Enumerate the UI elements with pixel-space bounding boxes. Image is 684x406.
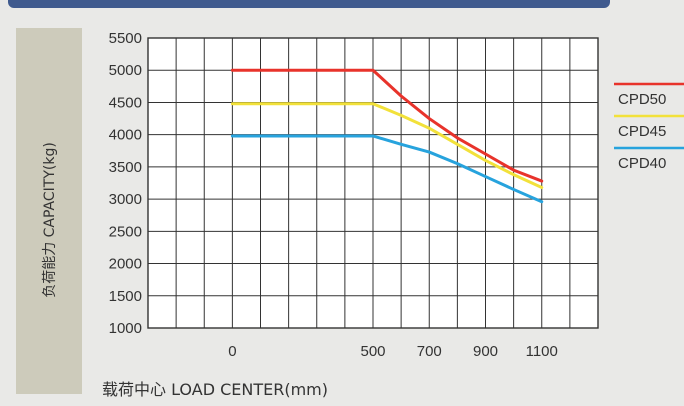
series-line-cpd45 — [230, 102, 544, 190]
y-tick-label: 2000 — [109, 256, 142, 273]
y-tick-label: 3000 — [109, 191, 142, 208]
y-axis-label-panel — [16, 28, 82, 394]
y-tick-label: 4000 — [109, 127, 142, 144]
x-tick-label: 500 — [360, 343, 385, 360]
series-lines — [230, 68, 544, 204]
y-tick-label: 5500 — [109, 30, 142, 47]
plot-border — [147, 37, 599, 329]
axes: 1000150020002500300035004000450050005500… — [109, 30, 599, 360]
legend-label-cpd50: CPD50 — [618, 91, 666, 108]
y-tick-label: 1000 — [109, 320, 142, 337]
legend-label-cpd40: CPD40 — [618, 155, 666, 172]
legend: CPD50 CPD45 CPD40 — [614, 82, 684, 172]
legend-label-cpd45: CPD45 — [618, 123, 666, 140]
x-tick-label: 900 — [473, 343, 498, 360]
y-tick-label: 4500 — [109, 94, 142, 111]
x-tick-label: 1100 — [526, 343, 558, 360]
y-tick-label: 3500 — [109, 159, 142, 176]
series-line-cpd40 — [230, 134, 544, 204]
x-axis-label: 载荷中心 LOAD CENTER(mm) — [102, 380, 329, 399]
x-tick-label: 700 — [417, 343, 442, 360]
y-tick-label: 1500 — [109, 288, 142, 305]
series-line-cpd50 — [230, 68, 544, 183]
header-bar — [8, 0, 610, 8]
x-tick-label: 0 — [228, 343, 236, 360]
y-tick-label: 2500 — [109, 223, 142, 240]
y-tick-label: 5000 — [109, 62, 142, 79]
